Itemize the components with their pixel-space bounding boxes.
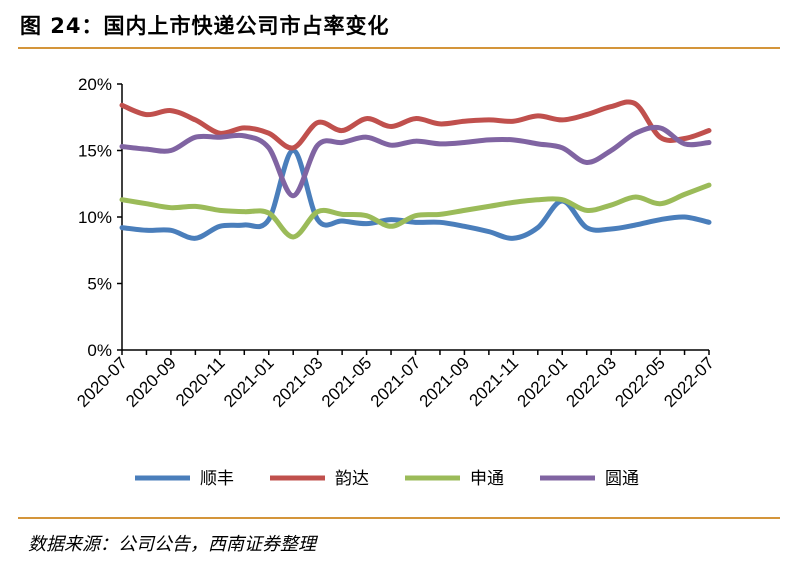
x-tick-label: 2021-09	[416, 353, 474, 411]
x-tick-label: 2021-01	[220, 353, 278, 411]
x-tick-label: 2020-07	[73, 353, 131, 411]
legend-label: 韵达	[335, 469, 369, 489]
series-line-顺丰	[119, 148, 712, 241]
y-tick-label: 10%	[78, 208, 112, 227]
y-tick-label: 5%	[87, 275, 112, 294]
figure-title: 图 24：国内上市快递公司市占率变化	[20, 14, 390, 38]
series-line-圆通	[119, 124, 712, 199]
y-tick-label: 20%	[78, 75, 112, 94]
x-tick-label: 2022-01	[514, 353, 572, 411]
x-tick-label: 2021-05	[318, 353, 376, 411]
x-tick-label: 2021-11	[465, 353, 522, 410]
top-rule	[18, 47, 780, 49]
legend-label: 圆通	[605, 469, 639, 489]
y-tick-label: 15%	[78, 142, 112, 161]
legend-label: 顺丰	[200, 469, 234, 489]
x-tick-label: 2020-11	[172, 353, 229, 410]
series-line-申通	[119, 182, 712, 240]
x-tick-label: 2021-07	[367, 353, 425, 411]
x-tick-label: 2022-03	[562, 353, 620, 411]
x-tick-label: 2022-07	[660, 353, 718, 411]
x-tick-label: 2022-05	[611, 353, 669, 411]
bottom-rule	[18, 517, 780, 519]
x-tick-label: 2021-03	[269, 353, 327, 411]
source-note: 数据来源：公司公告，西南证券整理	[28, 534, 316, 555]
x-tick-label: 2020-09	[122, 353, 180, 411]
y-tick-label: 0%	[87, 341, 112, 360]
legend-label: 申通	[470, 469, 504, 489]
series-line-韵达	[119, 99, 712, 151]
